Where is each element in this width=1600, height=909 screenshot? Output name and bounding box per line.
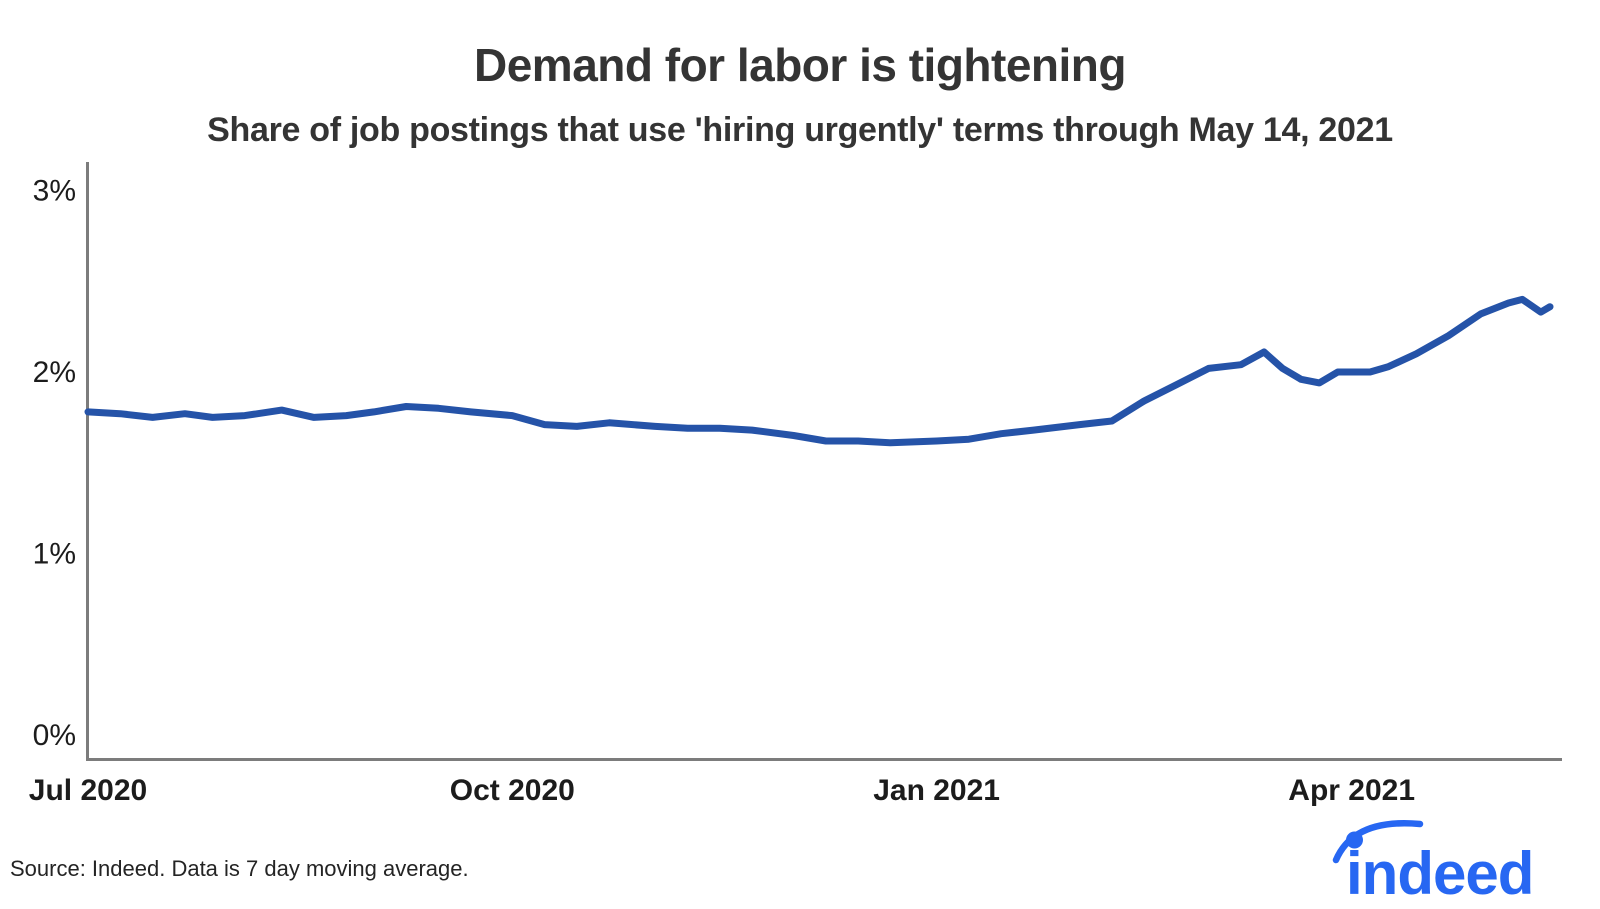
x-tick-label-apr2021: Apr 2021 (1288, 774, 1415, 807)
source-note: Source: Indeed. Data is 7 day moving ave… (10, 856, 469, 881)
logo-swoosh-icon (1332, 820, 1424, 864)
y-tick-label-0pct: 0% (33, 719, 76, 752)
x-tick-label-jan2021: Jan 2021 (873, 774, 1000, 807)
y-tick-label-3pct: 3% (33, 175, 76, 208)
series-line (84, 295, 1554, 447)
page-subtitle: Share of job postings that use 'hiring u… (207, 111, 1393, 149)
y-tick-label-1pct: 1% (33, 538, 76, 571)
x-tick-label-jul2020: Jul 2020 (29, 774, 147, 807)
x-tick-label-oct2020: Oct 2020 (450, 774, 575, 807)
logo-wordmark: indeed (1346, 840, 1533, 905)
y-tick-label-2pct: 2% (33, 356, 76, 389)
indeed-logo: indeed (1332, 820, 1534, 905)
logo-dot-icon (1346, 831, 1363, 849)
page-title: Demand for labor is tightening (473, 39, 1127, 91)
